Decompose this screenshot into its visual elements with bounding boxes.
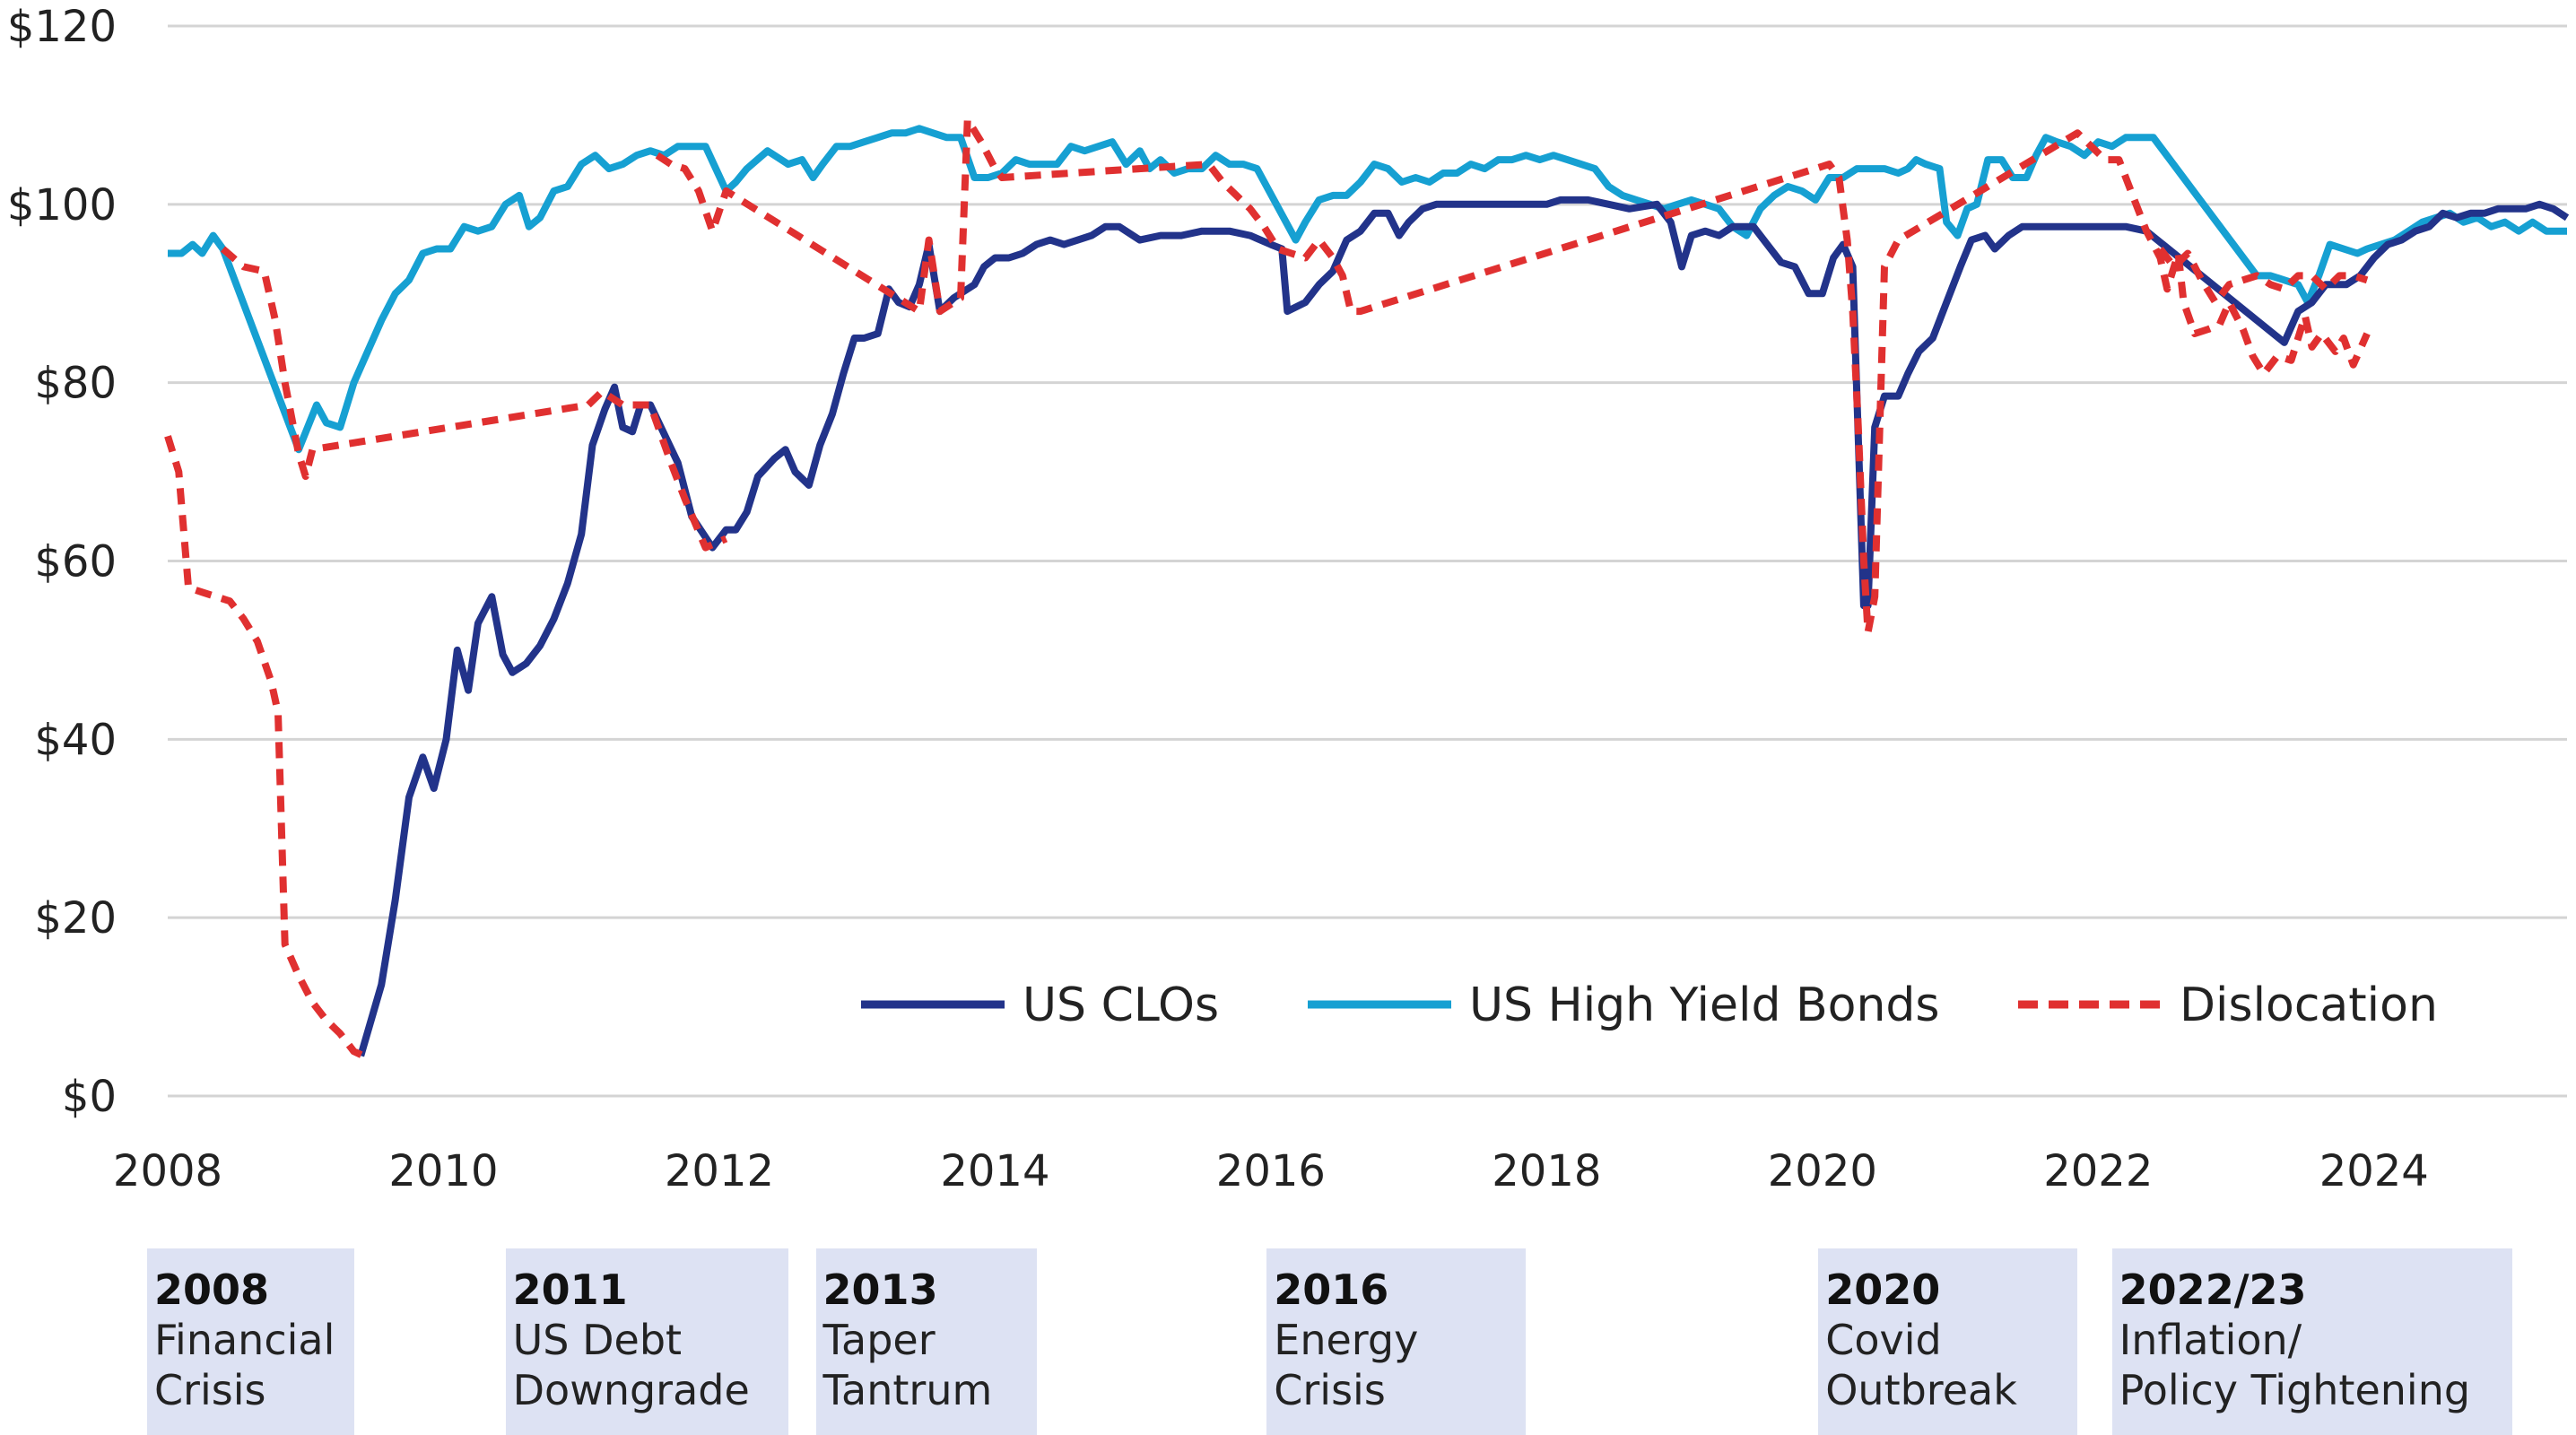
x-tick-label: 2020 <box>1768 1146 1877 1196</box>
legend-label-dislocation: Dislocation <box>2180 978 2438 1032</box>
x-tick-label: 2024 <box>2319 1146 2429 1196</box>
y-tick-label: $0 <box>62 1072 117 1122</box>
x-tick-label: 2018 <box>1492 1146 1601 1196</box>
event-year: 2022/23 <box>2119 1265 2307 1314</box>
y-tick-label: $80 <box>34 359 117 409</box>
event-year: 2020 <box>1825 1265 1941 1314</box>
event-label: Inflation/ Policy Tightening <box>2119 1316 2471 1414</box>
legend-label-us-high-yield-bonds: US High Yield Bonds <box>1469 978 1940 1032</box>
event-year: 2013 <box>822 1265 938 1314</box>
legend-label-us-clos: US CLOs <box>1023 978 1219 1032</box>
y-tick-label: $40 <box>34 715 117 765</box>
event-label: US Debt Downgrade <box>512 1316 750 1414</box>
y-tick-label: $60 <box>34 537 117 587</box>
event-year: 2016 <box>1274 1265 1389 1314</box>
event-label: Financial Crisis <box>153 1316 335 1414</box>
gridlines <box>168 24 2567 1098</box>
x-tick-label: 2008 <box>113 1146 222 1196</box>
series-lines <box>164 116 2570 1059</box>
event-label: Covid Outbreak <box>1825 1316 2017 1414</box>
event-box-2011: 2011 US Debt Downgrade <box>505 1248 788 1435</box>
event-box-2016: 2016 Energy Crisis <box>1266 1248 1527 1435</box>
event-box-2008: 2008 Financial Crisis <box>146 1248 354 1435</box>
event-year: 2011 <box>512 1265 628 1314</box>
x-tick-label: 2014 <box>940 1146 1049 1196</box>
y-tick-label: $120 <box>7 2 117 52</box>
y-tick-label: $20 <box>34 893 117 944</box>
event-box-2020: 2020 Covid Outbreak <box>1818 1248 2078 1435</box>
x-tick-label: 2016 <box>1216 1146 1326 1196</box>
series-line-us-high-yield-bonds <box>168 125 2567 454</box>
x-axis-ticks: 2008 2010 2012 2014 2016 2018 2020 2022 2024 <box>113 1146 2429 1196</box>
event-year: 2008 <box>153 1265 269 1314</box>
y-axis-ticks: $0 $20 $40 $60 $80 $100 $120 <box>7 2 117 1122</box>
legend: US CLOs US High Yield Bonds Dislocation <box>861 978 2438 1032</box>
x-tick-label: 2022 <box>2043 1146 2153 1196</box>
event-label: Energy Crisis <box>1274 1316 1419 1414</box>
x-tick-label: 2012 <box>665 1146 774 1196</box>
series-line-us-clos <box>357 196 2570 1057</box>
event-box-2022-23: 2022/23 Inflation/ Policy Tightening <box>2111 1248 2512 1435</box>
y-tick-label: $100 <box>7 180 117 230</box>
event-box-2013: 2013 Taper Tantrum <box>815 1248 1037 1435</box>
event-label: Taper Tantrum <box>822 1316 993 1414</box>
x-tick-label: 2010 <box>388 1146 498 1196</box>
